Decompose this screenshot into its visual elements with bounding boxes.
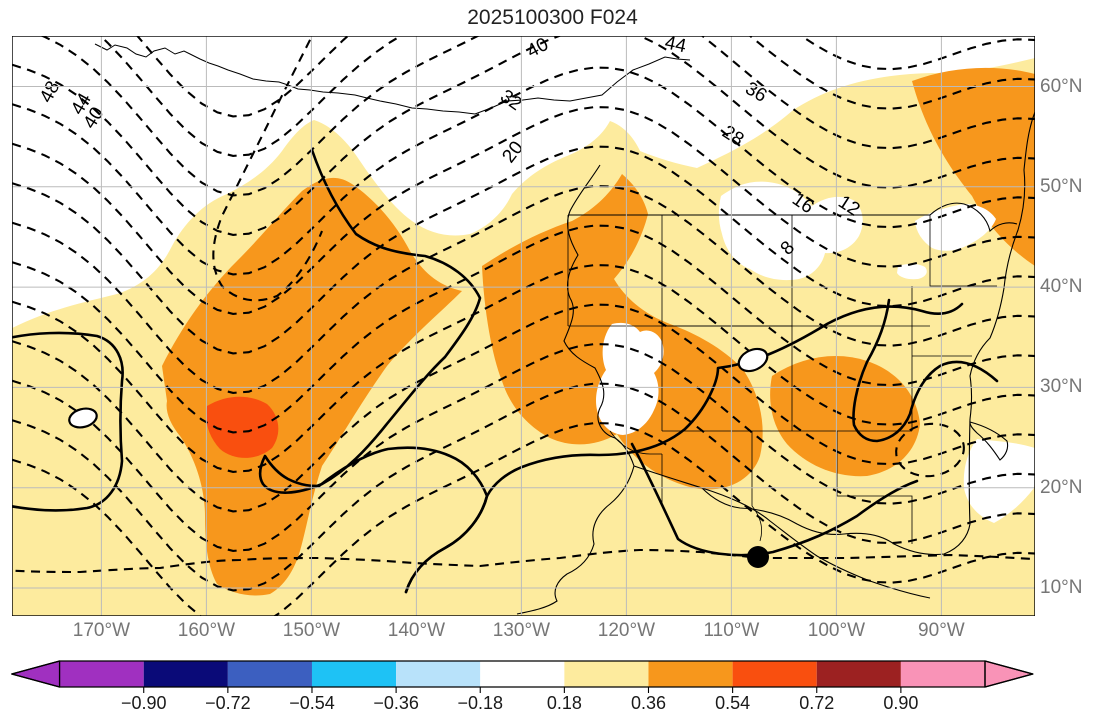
svg-text:0.54: 0.54 <box>715 693 750 713</box>
svg-text:−0.36: −0.36 <box>373 693 419 713</box>
svg-text:0.18: 0.18 <box>547 693 582 713</box>
svg-text:−0.18: −0.18 <box>457 693 503 713</box>
svg-text:0.72: 0.72 <box>799 693 834 713</box>
svg-text:−0.72: −0.72 <box>205 693 251 713</box>
svg-text:−0.90: −0.90 <box>121 693 167 713</box>
svg-text:0.90: 0.90 <box>883 693 918 713</box>
svg-text:−0.54: −0.54 <box>289 693 335 713</box>
svg-text:0.36: 0.36 <box>631 693 666 713</box>
